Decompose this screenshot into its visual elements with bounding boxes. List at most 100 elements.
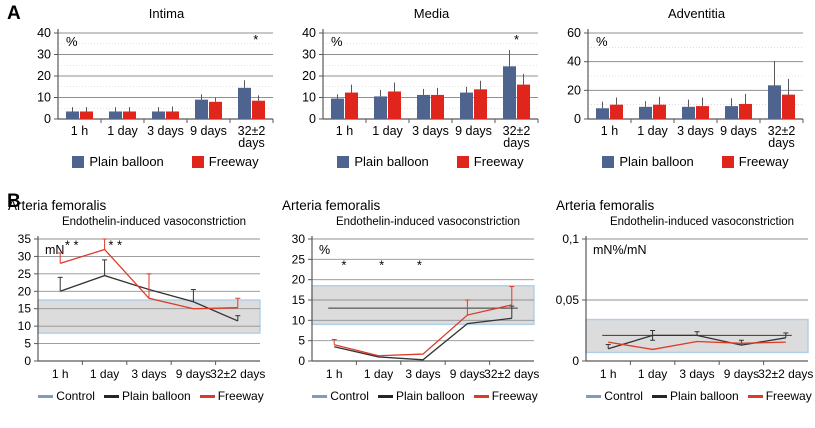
legend-item-control: Control bbox=[586, 389, 643, 403]
bar-freeway bbox=[653, 104, 666, 119]
y-tick-label: 5 bbox=[298, 334, 305, 348]
legend-label: Control bbox=[330, 389, 369, 403]
legend-label: Plain balloon bbox=[669, 389, 739, 403]
x-tick-label: 3 days bbox=[147, 124, 184, 138]
x-tick-label: days bbox=[238, 136, 264, 150]
legend-item-freeway: Freeway bbox=[721, 154, 789, 169]
x-tick-label: 1 h bbox=[71, 124, 88, 138]
x-tick-label: 9 days bbox=[720, 124, 757, 138]
bar-plain-balloon bbox=[503, 66, 516, 119]
x-tick-label: 1 day bbox=[372, 124, 403, 138]
y-unit-label: mN bbox=[45, 243, 64, 257]
y-tick-label: 20 bbox=[37, 69, 51, 83]
x-tick-label: 1 h bbox=[326, 367, 343, 381]
chart-femoralis-mn: Arteria femoralis Endothelin-induced vas… bbox=[4, 198, 270, 403]
legend-plain-balloon-freeway: Plain balloon Freeway bbox=[319, 154, 542, 169]
legend-item-control: Control bbox=[312, 389, 369, 403]
line-swatch-icon bbox=[312, 394, 328, 398]
legend-item-freeway: Freeway bbox=[199, 389, 264, 403]
y-unit-label: % bbox=[319, 243, 330, 257]
bar-plain-balloon bbox=[238, 87, 251, 119]
y-tick-label: 10 bbox=[37, 91, 51, 105]
series-line-plain-balloon bbox=[334, 317, 512, 361]
chart-media: Media 0 10 20 30 40% 1 h 1 day 3 days 9 days 32±2… bbox=[291, 6, 542, 169]
x-tick-label: 3 days bbox=[677, 124, 714, 138]
x-tick-label: 9 days bbox=[190, 124, 227, 138]
legend-label: Freeway bbox=[217, 389, 264, 403]
line-swatch-icon bbox=[199, 394, 215, 398]
bar-freeway bbox=[696, 106, 709, 119]
bar-plain-balloon bbox=[417, 94, 430, 119]
chart-title-adventitia: Adventitia bbox=[667, 6, 726, 21]
x-tick-label: days bbox=[503, 136, 529, 150]
bar-plain-balloon bbox=[768, 85, 781, 119]
square-swatch-icon bbox=[602, 155, 615, 168]
bar-plain-balloon bbox=[66, 111, 79, 119]
x-tick-label: 32±2 days bbox=[210, 367, 265, 381]
legend-label: Plain balloon bbox=[121, 389, 191, 403]
y-tick-label: 20 bbox=[567, 83, 581, 97]
bar-freeway bbox=[782, 94, 795, 119]
legend-label: Plain balloon bbox=[395, 389, 465, 403]
femoralis-ratio-plot: 0 0,05 0,1 mN%/mN 1 h 1 day 3 days 9 days 32±2 d… bbox=[556, 232, 814, 381]
line-swatch-icon bbox=[38, 394, 54, 398]
x-tick-label: 32±2 days bbox=[484, 367, 539, 381]
y-tick-label: 0 bbox=[44, 112, 51, 126]
bar-freeway bbox=[431, 94, 444, 119]
square-swatch-icon bbox=[191, 155, 204, 168]
legend-label: Freeway bbox=[473, 154, 524, 169]
bar-plain-balloon bbox=[596, 108, 609, 119]
legend-label: Freeway bbox=[765, 389, 812, 403]
bar-freeway bbox=[345, 92, 358, 119]
y-tick-label: 20 bbox=[292, 273, 306, 287]
x-tick-label: 32±2 days bbox=[758, 367, 813, 381]
line-swatch-icon bbox=[103, 394, 119, 398]
bar-plain-balloon bbox=[331, 98, 344, 119]
x-tick-label: 32±2 bbox=[238, 124, 266, 138]
x-tick-label: 1 day bbox=[107, 124, 138, 138]
panel-a-label: A bbox=[7, 3, 21, 24]
x-tick-label: 3 days bbox=[412, 124, 449, 138]
y-tick-label: 10 bbox=[18, 319, 32, 333]
square-swatch-icon bbox=[456, 155, 469, 168]
bar-freeway bbox=[517, 84, 530, 119]
y-tick-label: 0,1 bbox=[562, 232, 579, 246]
chart-subtitle: Endothelin-induced vasoconstriction bbox=[61, 216, 247, 228]
bar-freeway bbox=[739, 103, 752, 119]
y-tick-label: 0 bbox=[574, 112, 581, 126]
legend-label: Control bbox=[604, 389, 643, 403]
y-tick-label: 40 bbox=[302, 26, 316, 40]
y-tick-label: 15 bbox=[292, 293, 306, 307]
bar-plain-balloon bbox=[152, 111, 165, 119]
control-band bbox=[37, 299, 261, 334]
y-tick-label: 25 bbox=[18, 267, 32, 281]
chart-heading: Arteria femoralis bbox=[556, 198, 655, 213]
panel-b-row: Arteria femoralis Endothelin-induced vas… bbox=[4, 198, 815, 403]
significance-star: * bbox=[341, 258, 346, 273]
series-line-freeway bbox=[608, 340, 786, 351]
x-tick-label: 1 h bbox=[52, 367, 69, 381]
legend-label: Freeway bbox=[738, 154, 789, 169]
line-swatch-icon bbox=[377, 394, 393, 398]
bar-freeway bbox=[252, 100, 265, 119]
bar-freeway bbox=[388, 91, 401, 119]
bar-freeway bbox=[610, 104, 623, 119]
legend-item-plain-balloon: Plain balloon bbox=[377, 389, 465, 403]
x-tick-label: 3 days bbox=[131, 367, 166, 381]
chart-femoralis-ratio: Arteria femoralis Endothelin-induced vas… bbox=[552, 198, 815, 403]
series-line-freeway bbox=[334, 304, 512, 357]
y-tick-label: 20 bbox=[302, 69, 316, 83]
bar-freeway bbox=[123, 111, 136, 119]
bar-freeway bbox=[209, 101, 222, 119]
x-tick-label: 9 days bbox=[450, 367, 485, 381]
y-tick-label: 10 bbox=[302, 91, 316, 105]
significance-star: * bbox=[253, 32, 258, 47]
y-tick-label: 30 bbox=[37, 48, 51, 62]
bar-plain-balloon bbox=[639, 106, 652, 119]
y-unit-label: % bbox=[596, 34, 608, 49]
legend-item-plain-balloon: Plain balloon bbox=[103, 389, 191, 403]
bar-plain-balloon bbox=[109, 111, 122, 119]
y-tick-label: 30 bbox=[292, 232, 306, 246]
x-tick-label: 1 day bbox=[364, 367, 393, 381]
